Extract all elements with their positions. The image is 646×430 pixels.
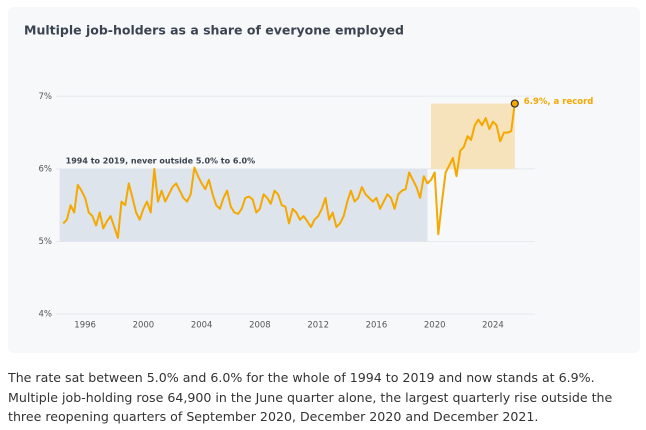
x-tick-label: 2024 [482,321,504,331]
x-tick-label: 1996 [74,321,96,331]
chart-title: Multiple job-holders as a share of every… [24,23,404,38]
x-tick-label: 2016 [366,321,388,331]
x-tick-label: 2004 [191,321,213,331]
y-tick-label: 4% [39,310,53,320]
x-tick-label: 2020 [424,321,446,331]
caption: The rate sat between 5.0% and 6.0% for t… [8,370,613,424]
x-tick-label: 2008 [249,321,271,331]
band-label: 1994 to 2019, never outside 5.0% to 6.0% [66,156,255,165]
y-tick-label: 5% [39,237,53,247]
chart: Multiple job-holders as a share of every… [24,22,594,331]
y-tick-label: 7% [39,92,53,102]
x-tick-label: 2012 [307,321,329,331]
x-tick-label: 2000 [133,321,155,331]
annotation: 6.9%, a record [524,97,594,107]
record-marker [510,99,519,108]
line [62,103,516,239]
y-tick-label: 6% [39,164,53,174]
